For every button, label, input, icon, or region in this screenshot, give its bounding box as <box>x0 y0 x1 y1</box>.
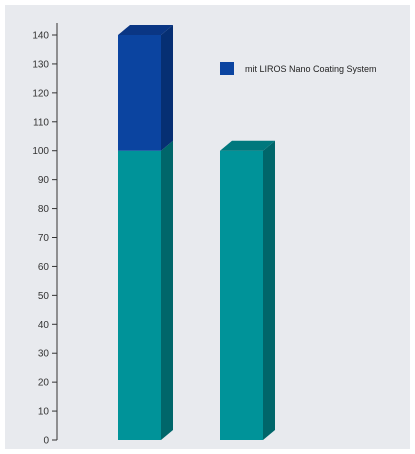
y-tick-label: 10 <box>38 407 50 418</box>
y-tick-label: 80 <box>38 204 50 215</box>
y-tick-label: 30 <box>38 349 50 360</box>
y-tick-label: 140 <box>32 31 49 42</box>
y-tick-label: 70 <box>38 233 50 244</box>
y-tick-label: 120 <box>32 88 49 99</box>
y-tick-label: 110 <box>33 117 49 128</box>
chart-background <box>5 5 410 449</box>
y-tick-label: 60 <box>38 262 50 273</box>
legend: mit LIROS Nano Coating System <box>220 62 377 75</box>
legend-swatch <box>220 62 234 75</box>
y-tick-label: 20 <box>38 378 50 389</box>
bar-top-face <box>220 140 275 151</box>
bar-segment-front <box>220 150 263 440</box>
bars <box>118 25 275 440</box>
y-tick-label: 0 <box>43 436 49 447</box>
y-tick-label: 90 <box>38 175 50 186</box>
y-tick-label: 100 <box>32 146 49 157</box>
y-tick-label: 130 <box>32 59 49 70</box>
bar-segment-side <box>263 140 275 440</box>
legend-label: mit LIROS Nano Coating System <box>245 64 377 74</box>
y-tick-label: 40 <box>38 320 50 331</box>
bar-segment-side <box>161 25 173 151</box>
bar-top-face <box>118 25 173 35</box>
bar-segment-front <box>118 150 161 440</box>
y-tick-label: 50 <box>38 291 50 302</box>
bar-segment-front <box>118 35 161 151</box>
y-axis: 0 10 20 30 40 50 60 70 80 90 100 110 120 130 140 <box>32 23 58 447</box>
bar-segment-side <box>161 140 173 440</box>
